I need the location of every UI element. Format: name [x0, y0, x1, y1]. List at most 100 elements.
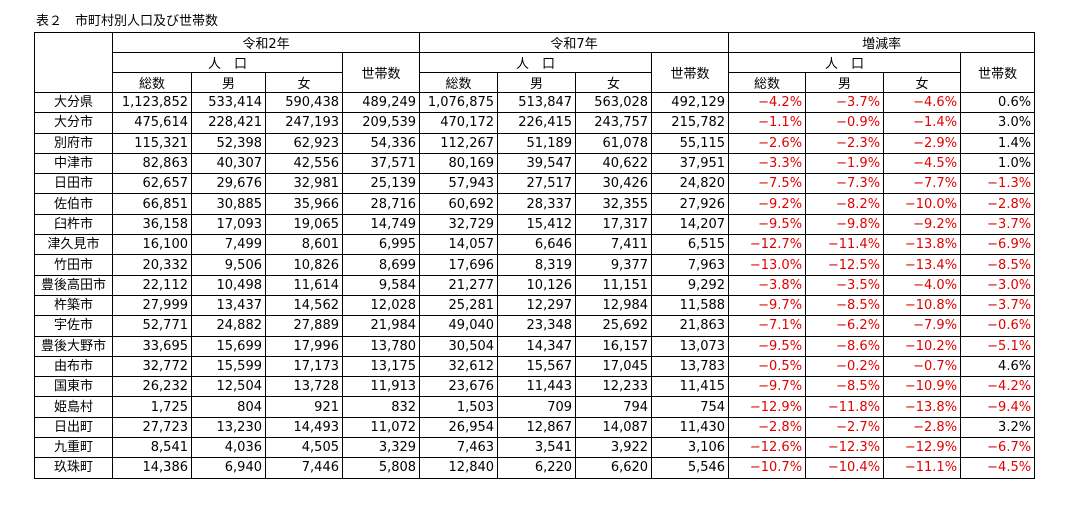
cell: −12.6% — [728, 437, 807, 459]
data-row: 臼杵市 36,158 17,093 19,065 14,749 32,729 15,412 1… — [34, 213, 1036, 236]
cell: 32,772 — [112, 355, 192, 378]
cell: 25,139 — [341, 173, 421, 195]
cell: 8,319 — [497, 254, 577, 276]
cell: 28,716 — [341, 193, 421, 215]
cell: 23,676 — [419, 376, 499, 398]
cell: 66,851 — [112, 193, 192, 215]
cell: −10.7% — [728, 457, 807, 479]
cell: 709 — [497, 396, 577, 418]
cell: −7.7% — [883, 173, 962, 195]
cell: 21,863 — [651, 315, 730, 337]
cell: 28,337 — [497, 193, 577, 215]
cell: 62,657 — [112, 173, 192, 195]
cell: 11,588 — [651, 294, 730, 317]
cell: −6.7% — [960, 437, 1036, 459]
sub-header: 人 口 — [112, 52, 343, 73]
cell: 6,995 — [341, 234, 421, 256]
cell: 8,541 — [112, 437, 192, 459]
cell: 4,036 — [191, 437, 266, 459]
column-header: 総数 — [112, 72, 192, 93]
cell: 49,040 — [419, 315, 499, 337]
cell: −4.5% — [883, 152, 962, 175]
cell: −0.5% — [728, 355, 807, 378]
cell: 36,158 — [112, 213, 192, 236]
cell: −3.7% — [805, 91, 885, 114]
cell: 209,539 — [341, 112, 421, 134]
cell: −13.8% — [883, 396, 962, 418]
cell: 470,172 — [419, 112, 499, 134]
cell: 20,332 — [112, 254, 192, 276]
table-title: 表２ 市町村別人口及び世帯数 — [36, 14, 219, 29]
municipality: 国東市 — [34, 376, 113, 398]
municipality: 大分市 — [34, 112, 113, 134]
cell: 26,232 — [112, 376, 192, 398]
cell: 11,913 — [341, 376, 421, 398]
cell: 27,926 — [651, 193, 730, 215]
cell: 27,889 — [265, 315, 343, 337]
cell: −8.5% — [960, 254, 1036, 276]
cell: 13,175 — [341, 355, 421, 378]
data-row: 玖珠町 14,386 6,940 7,446 5,808 12,840 6,220 6,620… — [34, 457, 1036, 479]
cell: 27,999 — [112, 294, 192, 317]
data-row: 佐伯市 66,851 30,885 35,966 28,716 60,692 28,337 3… — [34, 193, 1036, 215]
cell: 5,546 — [651, 457, 730, 479]
cell: −12.9% — [728, 396, 807, 418]
cell: −3.7% — [960, 213, 1036, 236]
cell: 12,233 — [575, 376, 653, 398]
cell: −12.7% — [728, 234, 807, 256]
cell: 35,966 — [265, 193, 343, 215]
cell: 13,728 — [265, 376, 343, 398]
cell: 804 — [191, 396, 266, 418]
cell: 15,599 — [191, 355, 266, 378]
cell: 11,151 — [575, 274, 653, 296]
cell: 14,386 — [112, 457, 192, 479]
cell: 21,984 — [341, 315, 421, 337]
cell: 8,601 — [265, 234, 343, 256]
cell: 215,782 — [651, 112, 730, 134]
cell: 32,729 — [419, 213, 499, 236]
cell: 13,780 — [341, 335, 421, 357]
cell: −7.3% — [805, 173, 885, 195]
cell: 115,321 — [112, 132, 192, 154]
cell: 832 — [341, 396, 421, 418]
cell: 21,277 — [419, 274, 499, 296]
municipality: 日田市 — [34, 173, 113, 195]
cell: 32,981 — [265, 173, 343, 195]
cell: −6.9% — [960, 234, 1036, 256]
column-header: 女 — [883, 72, 962, 93]
cell: 11,430 — [651, 416, 730, 439]
cell: −9.5% — [728, 213, 807, 236]
cell: 9,377 — [575, 254, 653, 276]
cell: 10,826 — [265, 254, 343, 276]
cell: −5.1% — [960, 335, 1036, 357]
cell: 24,882 — [191, 315, 266, 337]
cell: 489,249 — [341, 91, 421, 114]
cell: −4.0% — [883, 274, 962, 296]
cell: −3.7% — [960, 294, 1036, 317]
cell: 6,220 — [497, 457, 577, 479]
cell: 3,329 — [341, 437, 421, 459]
column-header: 総数 — [728, 72, 807, 93]
households-header: 世帯数 — [651, 52, 730, 93]
cell: −9.2% — [728, 193, 807, 215]
cell: −13.4% — [883, 254, 962, 276]
cell: 533,414 — [191, 91, 266, 114]
cell: 13,230 — [191, 416, 266, 439]
data-row: 大分市 475,614 228,421 247,193 209,539 470,172 22… — [34, 112, 1036, 134]
cell: 19,065 — [265, 213, 343, 236]
cell: 13,073 — [651, 335, 730, 357]
data-row: 姫島村 1,725 804 921 832 1,503 709 794 754 −12.9% −11… — [34, 396, 1036, 418]
cell: 1,725 — [112, 396, 192, 418]
cell: 40,307 — [191, 152, 266, 175]
cell: 14,562 — [265, 294, 343, 317]
municipality: 中津市 — [34, 152, 113, 175]
cell: 17,996 — [265, 335, 343, 357]
cell: −10.8% — [883, 294, 962, 317]
municipality: 竹田市 — [34, 254, 113, 276]
cell: −3.3% — [728, 152, 807, 175]
municipality: 大分県 — [34, 91, 113, 114]
data-row: 日田市 62,657 29,676 32,981 25,139 57,943 27,517 3… — [34, 173, 1036, 195]
cell: 226,415 — [497, 112, 577, 134]
cell: −11.8% — [805, 396, 885, 418]
cell: −12.9% — [883, 437, 962, 459]
